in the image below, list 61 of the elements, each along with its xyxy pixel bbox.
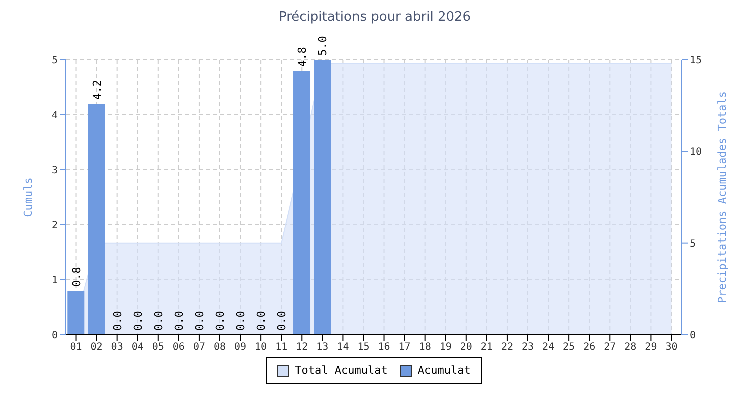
x-tick-label: 01 [70, 342, 82, 354]
x-tick-label: 06 [172, 342, 185, 354]
data-label: 0.0 [132, 311, 145, 331]
chart-title: Précipitations pour abril 2026 [278, 10, 472, 25]
x-tick-label: 12 [296, 342, 308, 354]
y2-tick-label: 15 [690, 56, 702, 67]
x-tick-label: 29 [645, 342, 658, 354]
x-tick-label: 13 [316, 342, 329, 354]
y-tick-label: 1 [52, 276, 58, 287]
data-label: 4.8 [296, 47, 310, 67]
x-tick-label: 21 [480, 342, 493, 354]
x-tick-label: 18 [419, 342, 432, 354]
x-tick-label: 16 [378, 342, 390, 354]
data-label: 0.0 [193, 311, 206, 331]
bar [314, 60, 332, 335]
y2-tick-label: 10 [690, 147, 702, 158]
y-tick-label: 0 [52, 330, 58, 342]
y2-axis-title: Precipitations Acumulades Totals [716, 92, 729, 304]
data-label: 0.0 [214, 311, 227, 331]
legend-label: Acumulat [418, 364, 471, 377]
x-tick-label: 15 [358, 342, 370, 354]
data-label: 0.0 [111, 311, 124, 331]
data-label: 5.0 [316, 36, 330, 56]
x-tick-label: 14 [337, 342, 350, 354]
x-tick-label: 09 [234, 342, 247, 354]
y-axis-title: Cumuls [22, 178, 35, 218]
x-tick-label: 26 [584, 342, 596, 354]
x-tick-label: 03 [111, 342, 124, 354]
y2-tick-label: 0 [690, 330, 696, 342]
x-tick-label: 20 [460, 342, 472, 354]
data-label: 0.0 [255, 311, 268, 331]
x-tick-label: 08 [214, 342, 226, 354]
x-tick-label: 02 [90, 342, 103, 354]
x-tick-label: 24 [542, 342, 555, 354]
x-tick-label: 07 [193, 342, 206, 354]
data-label: 0.0 [276, 311, 289, 331]
data-label: 0.0 [172, 311, 186, 331]
x-tick-label: 17 [398, 342, 411, 354]
x-tick-label: 10 [255, 342, 268, 354]
y-tick-label: 2 [52, 220, 58, 232]
x-tick-label: 23 [522, 342, 534, 354]
x-tick-label: 30 [666, 342, 678, 354]
data-label: 0.0 [234, 311, 248, 331]
x-tick-label: 19 [440, 342, 452, 354]
x-tick-label: 28 [624, 342, 637, 354]
x-tick-label: 25 [563, 342, 576, 354]
bar [294, 71, 311, 335]
data-label: 0.0 [152, 311, 166, 331]
data-label: 4.2 [90, 80, 104, 100]
legend-label: Total Acumulat [295, 364, 388, 377]
y-tick-label: 3 [52, 166, 58, 177]
bar [88, 104, 106, 335]
y-tick-label: 5 [52, 56, 58, 67]
x-tick-label: 27 [604, 342, 616, 354]
x-tick-label: 22 [501, 342, 514, 354]
y2-tick-label: 5 [690, 238, 696, 250]
x-tick-label: 04 [132, 342, 144, 354]
data-label: 0.8 [70, 267, 84, 287]
y-tick-label: 4 [52, 110, 58, 122]
x-tick-label: 11 [276, 342, 288, 354]
x-tick-label: 05 [152, 342, 164, 354]
